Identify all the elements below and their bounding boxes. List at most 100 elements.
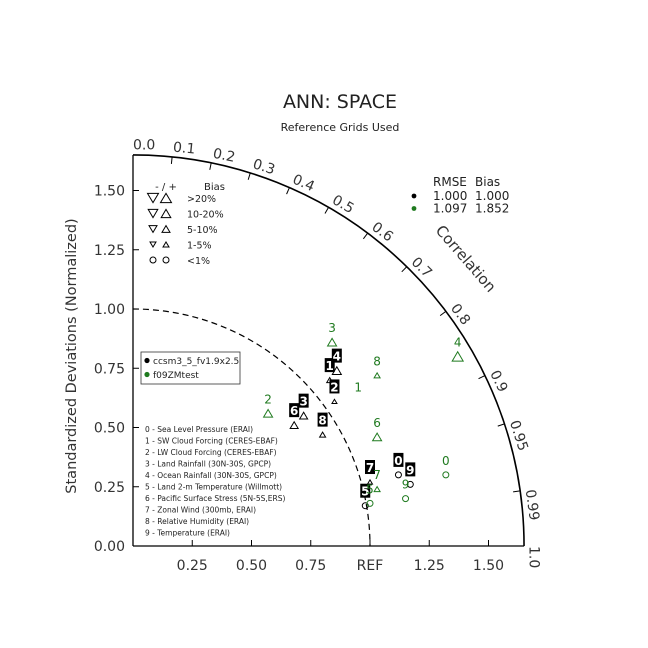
correlation-tick-label: 0.6 (369, 219, 396, 245)
y-tick-label: 0.75 (94, 361, 125, 377)
bias-range-label: 10-20% (187, 210, 224, 221)
point-marker-triangle (318, 431, 327, 438)
correlation-tick-label: 0.7 (408, 254, 435, 281)
cases-legend-bias-header: Bias (475, 175, 500, 189)
variable-entry: 9 - Temperature (ERAI) (145, 529, 230, 538)
point-label-box (365, 460, 375, 475)
correlation-tick (362, 232, 369, 240)
point-label: 8 (373, 354, 381, 368)
bias-legend: - / + Bias >20% 10-20% 5-10% 1-5% <1% (146, 182, 225, 267)
model-name: ccsm3_5_fv1.9x2.5 (153, 357, 239, 367)
variable-entry: 8 - Relative Humidity (ERAI) (145, 517, 249, 526)
bias-symbol-up-triangle (160, 208, 172, 219)
point-marker-triangle (262, 408, 274, 418)
correlation-tick-label: 1.0 (526, 546, 542, 568)
chart-subtitle: Reference Grids Used (281, 121, 400, 134)
y-tick-label: 0.25 (94, 480, 125, 496)
correlation-tick-label: 0.2 (212, 146, 237, 166)
y-tick-label: 0.50 (94, 421, 125, 437)
case-bias-value: 1.000 (475, 189, 509, 203)
bias-range-label: <1% (187, 256, 210, 267)
variable-entry: 5 - Land 2-m Temperature (Willmott) (145, 483, 282, 492)
point-marker-triangle (326, 337, 338, 347)
bias-symbol-circle (162, 256, 170, 264)
point-label: 9 (402, 478, 410, 492)
correlation-tick (439, 310, 447, 317)
model-name: f09ZMtest (153, 371, 199, 381)
point-label: 6 (290, 404, 298, 418)
point-label: 5 (361, 485, 369, 499)
axes (132, 154, 525, 547)
correlation-tick-label: 0.0 (133, 137, 155, 153)
correlation-tick (497, 423, 505, 427)
correlation-tick (478, 375, 486, 380)
point-marker-triangle (331, 365, 343, 375)
variable-entry: 3 - Land Rainfall (30N-30S, GPCP) (145, 460, 271, 469)
bias-range-label: 5-10% (187, 225, 218, 236)
reference-circle (132, 308, 371, 547)
x-tick-label: 0.25 (177, 558, 208, 574)
point-label: 3 (328, 321, 336, 335)
bias-symbol-up-triangle (162, 240, 170, 248)
y-tick-label: 0.00 (94, 539, 125, 555)
point-label: 4 (333, 350, 341, 364)
point-label-box (331, 348, 342, 363)
model-legend-box (140, 351, 241, 385)
point-label-box (360, 483, 371, 498)
point-label: 1 (354, 380, 362, 394)
model-dot (144, 357, 150, 364)
correlation-tick (324, 207, 329, 214)
bias-symbol-up-triangle (159, 192, 173, 204)
point-marker-circle (406, 480, 414, 488)
bias-legend-header: - / + (155, 182, 177, 193)
case-rmse-value: 1.000 (433, 189, 467, 203)
x-tick-label: 0.50 (236, 558, 267, 574)
point-marker-triangle (373, 371, 381, 379)
case-rmse-value: 1.097 (433, 202, 467, 216)
bias-symbol-down-triangle (149, 241, 157, 249)
point-label-box (298, 393, 309, 408)
x-tick-label: 0.75 (295, 558, 326, 574)
correlation-tick-label: 0.95 (506, 418, 531, 453)
case-dot (411, 206, 417, 211)
point-label: 6 (373, 416, 381, 430)
point-marker-circle (394, 471, 402, 479)
variable-entry: 1 - SW Cloud Forcing (CERES-EBAF) (145, 437, 278, 446)
outer-correlation-arc (132, 154, 525, 547)
point-label: 4 (454, 335, 462, 349)
point-marker-circle (366, 499, 374, 507)
point-label: 3 (299, 395, 307, 409)
point-label-box (393, 452, 404, 467)
bias-range-label: >20% (187, 194, 216, 205)
variable-entry: 7 - Zonal Wind (300mb, ERAI) (145, 506, 256, 515)
correlation-tick-label: 0.99 (522, 488, 542, 521)
point-label: 7 (366, 461, 374, 475)
point-label: 9 (406, 463, 414, 477)
point-label-box (405, 462, 416, 477)
point-marker-circle (442, 471, 450, 479)
point-label-box (317, 412, 328, 427)
variable-entry: 4 - Ocean Rainfall (30N-30S, GPCP) (145, 471, 277, 480)
correlation-tick (247, 172, 251, 180)
point-label-box (289, 403, 300, 418)
point-label: 2 (264, 392, 272, 406)
point-label: 0 (394, 454, 402, 468)
bias-symbol-circle (149, 256, 157, 264)
correlation-tick-label: 0.9 (486, 368, 510, 395)
point-label: 1 (326, 359, 334, 373)
y-tick-label: 1.00 (94, 302, 125, 318)
point-marker-triangle (366, 478, 374, 485)
correlation-tick (170, 156, 173, 165)
correlation-tick-label: 0.5 (329, 192, 356, 217)
x-tick-label: REF (357, 558, 384, 574)
correlation-tick (286, 187, 290, 195)
point-marker-circle (402, 495, 410, 503)
x-tick-label: 1.50 (473, 558, 504, 574)
variables-legend: 0 - Sea Level Pressure (ERAI) 1 - SW Clou… (145, 425, 285, 538)
bias-symbol-up-triangle (161, 224, 171, 233)
correlation-tick-label: 0.4 (290, 172, 317, 196)
variable-entry: 0 - Sea Level Pressure (ERAI) (145, 425, 253, 434)
